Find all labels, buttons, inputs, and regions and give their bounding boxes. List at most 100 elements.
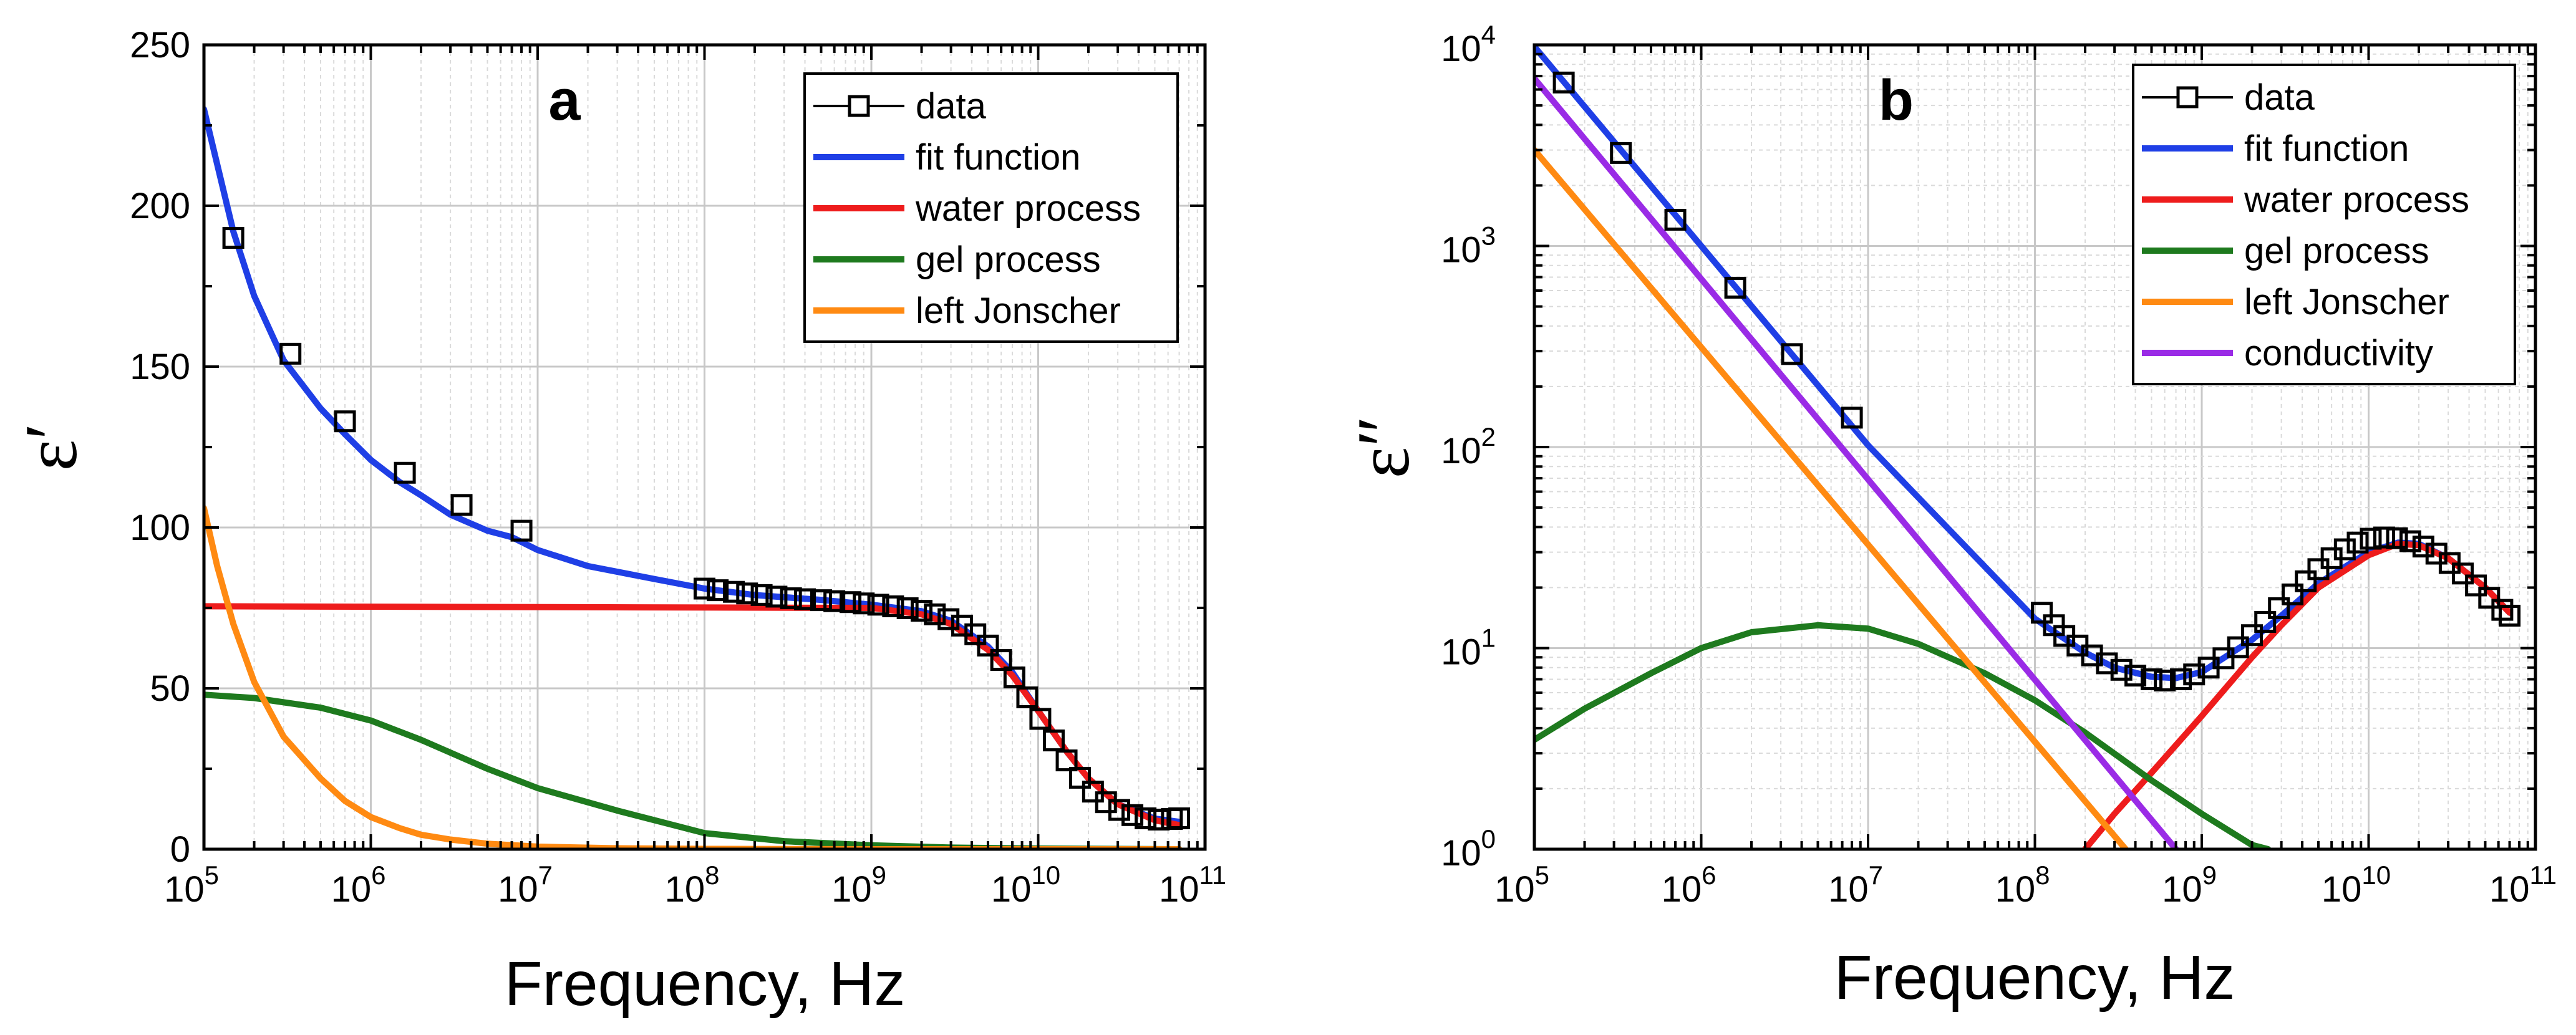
data-point (694, 577, 715, 600)
data-point (2399, 530, 2421, 552)
series-line-gel-process (1534, 622, 2272, 849)
y-tick-label: 100 (1441, 824, 1496, 874)
data-point (1724, 276, 1746, 299)
x-tick-exponent: 10 (1031, 860, 1060, 890)
x-tick-base: 10 (2162, 869, 2202, 910)
data-point (2110, 658, 2133, 681)
x-tick-label: 109 (2162, 860, 2217, 910)
x-tick-base: 10 (2322, 869, 2362, 910)
legend-label: left Jonscher (916, 291, 1121, 331)
x-tick-base: 10 (831, 869, 872, 910)
data-point (840, 591, 862, 614)
y-axis-title-a: ε′ (9, 423, 92, 471)
data-point (896, 597, 919, 620)
y-tick-base: 10 (1441, 29, 1481, 69)
panel-label-b: b (1879, 69, 1914, 132)
x-tick-base: 10 (1662, 869, 1702, 910)
data-point (794, 588, 816, 610)
data-point (780, 587, 802, 610)
legend-label: left Jonscher (2244, 282, 2449, 322)
legend-label: fit function (2244, 128, 2409, 169)
data-point (964, 623, 987, 645)
data-point (222, 227, 245, 249)
legend-swatch-marker (848, 95, 870, 117)
series-line-left-Jonscher (1534, 147, 2129, 849)
legend-label: gel process (916, 239, 1101, 280)
x-tick-base: 10 (331, 869, 372, 910)
y-tick-label: 103 (1441, 221, 1496, 271)
data-point (977, 634, 999, 657)
data-point (707, 579, 729, 602)
data-point (2307, 558, 2330, 580)
data-point (1148, 809, 1170, 831)
data-point (394, 461, 416, 484)
x-tick-label: 1011 (1159, 860, 1226, 910)
x-axis-title-b: Frequency, Hz (1834, 943, 2235, 1013)
legend-label: conductivity (2244, 333, 2433, 373)
legend-label: water process (915, 188, 1141, 229)
y-tick-exponent: 3 (1481, 221, 1496, 251)
data-point (2212, 647, 2235, 670)
data-point (334, 410, 356, 433)
data-point (2241, 624, 2264, 647)
x-tick-base: 10 (164, 869, 205, 910)
y-tick-base: 10 (1441, 632, 1481, 673)
x-tick-base: 10 (1494, 869, 1535, 910)
data-point (2478, 587, 2501, 609)
series-line-gel-process (204, 691, 1183, 849)
data-point (1841, 407, 1863, 429)
data-point (2452, 562, 2474, 585)
data-point (2096, 652, 2118, 675)
data-point (937, 608, 960, 630)
legend-a: data fit function water process gel process… (803, 72, 1179, 343)
data-point (2124, 665, 2147, 687)
x-tick-exponent: 9 (2202, 860, 2217, 890)
data-point (2227, 636, 2249, 658)
legend-label: data (2244, 77, 2315, 118)
data-point (723, 580, 745, 603)
x-tick-base: 10 (498, 869, 538, 910)
axis-ticks-a (203, 44, 1206, 850)
data-point (1003, 666, 1025, 688)
x-tick-label: 1011 (2489, 860, 2557, 910)
legend-b: data fit function water process gel process… (2132, 64, 2516, 385)
plot-area-b (1534, 45, 2521, 849)
data-point (1108, 799, 1130, 821)
y-tick-label: 100 (130, 508, 190, 548)
data-point (2491, 599, 2514, 621)
x-tick-label: 1010 (2322, 860, 2391, 910)
data-point (1168, 807, 1191, 829)
x-tick-label: 106 (1662, 860, 1717, 910)
data-point (510, 519, 533, 542)
x-tick-base: 10 (1828, 869, 1869, 910)
y-tick-base: 10 (1441, 230, 1481, 271)
y-tick-label: 50 (150, 668, 190, 709)
series-line-conductivity (1534, 75, 2179, 849)
x-tick-label: 109 (831, 860, 886, 910)
x-tick-exponent: 11 (2529, 860, 2557, 890)
data-point (2465, 574, 2487, 597)
data-point (750, 584, 773, 606)
y-tick-label: 104 (1441, 20, 1496, 69)
data-point (279, 342, 302, 365)
x-tick-exponent: 10 (2361, 860, 2391, 890)
x-tick-exponent: 11 (1199, 860, 1226, 890)
x-tick-base: 10 (991, 869, 1032, 910)
x-tick-base: 10 (1159, 869, 1199, 910)
data-point (2183, 663, 2206, 686)
data-point (1664, 208, 1687, 231)
x-tick-base: 10 (1995, 869, 2036, 910)
data-point (1610, 142, 1632, 164)
data-point (2346, 531, 2369, 554)
data-point (2268, 597, 2290, 619)
x-tick-exponent: 5 (205, 860, 219, 890)
data-point (2031, 602, 2053, 624)
data-point (2295, 570, 2317, 592)
x-tick-base: 10 (665, 869, 705, 910)
y-tick-label: 200 (130, 186, 190, 226)
data-point (2154, 669, 2176, 691)
data-point (924, 603, 946, 625)
